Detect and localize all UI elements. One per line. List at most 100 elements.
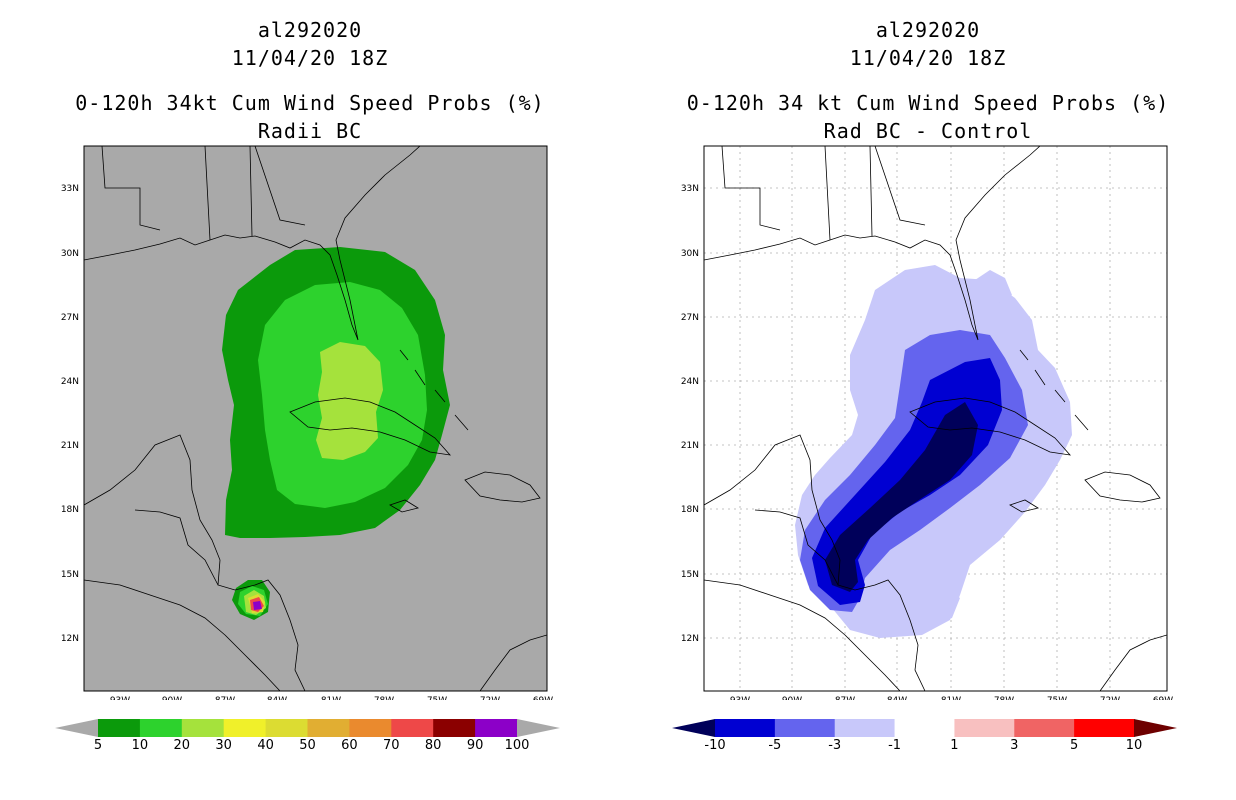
yucatan-and-central-america xyxy=(84,434,306,691)
colorbar-tick-label: 20 xyxy=(173,738,191,753)
lon-label: 93W xyxy=(730,696,750,700)
right-grid xyxy=(704,146,1167,691)
colorbar-swatch xyxy=(475,719,518,737)
lon-label: 69W xyxy=(533,696,553,700)
lon-label: 75W xyxy=(1047,696,1067,700)
lon-label: 72W xyxy=(1100,696,1120,700)
lat-label: 12N xyxy=(61,634,79,644)
lon-label: 84W xyxy=(887,696,907,700)
us-state-borders xyxy=(721,146,926,241)
lon-label: 87W xyxy=(215,696,235,700)
lon-label: 81W xyxy=(941,696,961,700)
lat-label: 24N xyxy=(681,377,699,387)
colorbar-over-triangle xyxy=(1134,719,1177,737)
colorbar-tick-label: -5 xyxy=(768,738,782,753)
lon-label: 72W xyxy=(480,696,500,700)
lat-label: 30N xyxy=(61,249,79,259)
us-state-borders xyxy=(101,146,306,241)
colorbar-tick-label: 30 xyxy=(215,738,232,753)
left-colorbar xyxy=(55,719,560,737)
pacific-coast xyxy=(84,579,281,691)
lat-label: 30N xyxy=(681,249,699,259)
left-lon-labels: 93W 90W 87W 84W 81W 78W 75W 72W 69W xyxy=(110,696,553,700)
us-gulf-coast xyxy=(84,146,421,341)
colorbar-tick-label: 60 xyxy=(341,738,358,753)
left-datetime: 11/04/20 18Z xyxy=(231,46,389,70)
lat-label: 27N xyxy=(61,313,79,323)
colorbar-tick-label: 80 xyxy=(424,738,442,753)
colorbar-tick-label: 1 xyxy=(950,738,959,753)
lon-label: 69W xyxy=(1153,696,1173,700)
contour-minus-1-south xyxy=(918,588,960,625)
lat-label: 24N xyxy=(61,377,79,387)
colorbar-under-triangle xyxy=(55,719,98,737)
colorbar-tick-label: 50 xyxy=(299,738,316,753)
colorbar-swatch xyxy=(433,719,476,737)
lat-label: 18N xyxy=(61,505,79,515)
lon-label: 78W xyxy=(374,696,394,700)
right-subtitle: Rad BC - Control xyxy=(823,119,1033,143)
bahamas xyxy=(1019,349,1089,431)
colorbar-tick-label: 5 xyxy=(1070,738,1079,753)
colorbar-tick-label: 40 xyxy=(257,738,274,753)
lat-label: 12N xyxy=(681,634,699,644)
lon-label: 90W xyxy=(162,696,182,700)
lat-label: 33N xyxy=(681,184,699,194)
left-probability-map: 33N 30N 27N 24N 21N 18N 15N 12N 93W 90W 87W 84W 81W… xyxy=(61,145,553,700)
lat-label: 21N xyxy=(681,441,699,451)
left-map-border xyxy=(83,145,548,692)
colorbar-swatch xyxy=(307,719,350,737)
colorbar-swatch xyxy=(391,719,434,737)
right-coastlines xyxy=(704,146,1167,691)
right-lat-labels: 33N 30N 27N 24N 21N 18N 15N 12N xyxy=(681,184,699,644)
colorbar-under-triangle xyxy=(672,719,715,737)
colorbar-swatch xyxy=(1014,719,1075,737)
left-coastlines xyxy=(84,146,547,691)
colorbar-swatch xyxy=(954,719,1015,737)
us-gulf-coast xyxy=(704,146,1041,341)
lat-label: 15N xyxy=(61,570,79,580)
right-difference-contours xyxy=(795,265,1072,638)
lon-label: 84W xyxy=(267,696,287,700)
lat-label: 27N xyxy=(681,313,699,323)
pacific-coast xyxy=(704,579,901,691)
lat-label: 33N xyxy=(61,184,79,194)
right-datetime: 11/04/20 18Z xyxy=(849,46,1007,70)
colorbar-swatch xyxy=(834,719,896,737)
contour-minus-1-east xyxy=(960,270,1012,305)
contour-20-percent xyxy=(316,342,383,460)
colorbar-over-triangle xyxy=(517,719,560,737)
right-difference-map: 33N 30N 27N 24N 21N 18N 15N 12N 93W 90W 87W 84W 81W… xyxy=(681,145,1173,700)
contour-cluster-100 xyxy=(253,601,262,610)
colorbar-swatch xyxy=(349,719,392,737)
colorbar-swatch xyxy=(715,719,776,737)
cuba xyxy=(909,397,1072,456)
colorbar-swatch xyxy=(181,719,225,737)
colorbar-tick-label: 10 xyxy=(131,738,149,753)
jamaica xyxy=(1009,499,1040,513)
contour-minus-10 xyxy=(825,402,978,592)
colorbar-tick-label: 10 xyxy=(1125,738,1143,753)
lon-label: 90W xyxy=(782,696,802,700)
lon-label: 75W xyxy=(427,696,447,700)
colorbar-tick-label: 90 xyxy=(466,738,484,753)
right-title: 0-120h 34 kt Cum Wind Speed Probs (%) xyxy=(686,91,1170,115)
colorbar-tick-label: 5 xyxy=(93,738,103,753)
left-probability-contours xyxy=(222,247,450,620)
hispaniola xyxy=(1084,471,1161,503)
left-lat-labels: 33N 30N 27N 24N 21N 18N 15N 12N xyxy=(61,184,79,644)
colorbar-swatch xyxy=(774,719,836,737)
south-america-coast xyxy=(1099,634,1167,691)
lon-label: 87W xyxy=(835,696,855,700)
colorbar-tick-label: 100 xyxy=(504,738,530,753)
lon-label: 78W xyxy=(994,696,1014,700)
colorbar-swatch xyxy=(1074,719,1135,737)
colorbar-tick-label: -3 xyxy=(828,738,842,753)
colorbar-tick-label: -10 xyxy=(704,738,726,753)
jamaica xyxy=(389,499,420,513)
right-map-border xyxy=(703,145,1168,692)
lon-label: 81W xyxy=(321,696,341,700)
right-storm-id: al292020 xyxy=(875,18,981,42)
lon-label: 93W xyxy=(110,696,130,700)
south-america-coast xyxy=(479,634,547,691)
